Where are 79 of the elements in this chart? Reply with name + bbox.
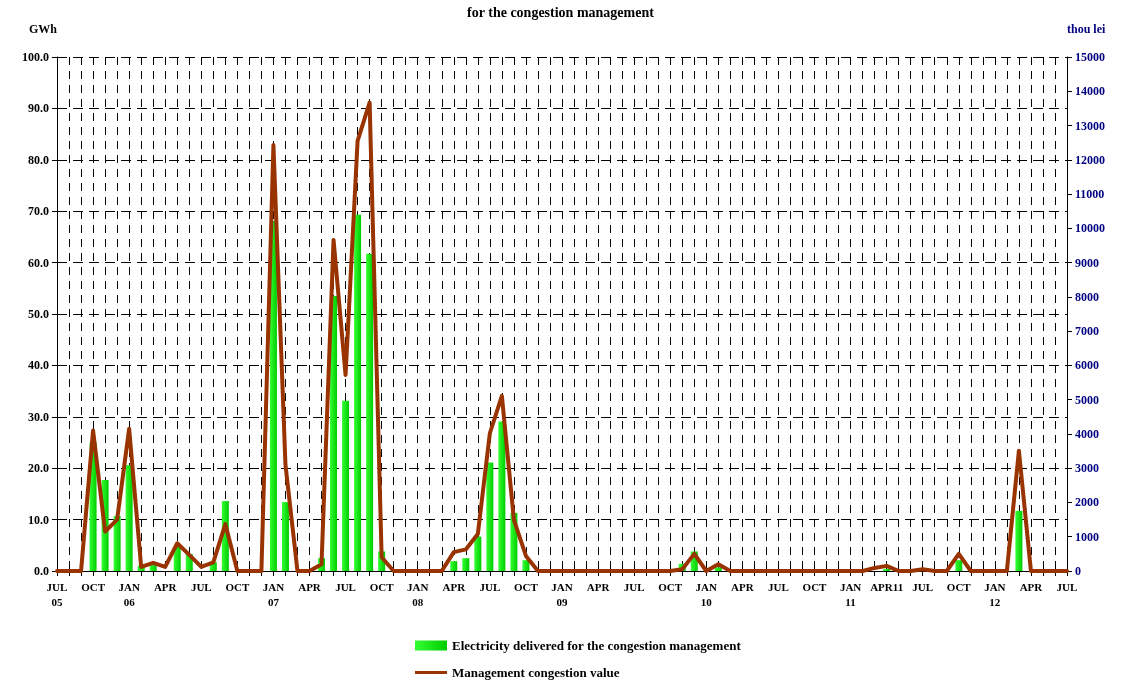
x-tick-label: OCT (946, 580, 972, 593)
y-tick-label: 50.0 (28, 307, 49, 321)
y-tick-label: 10.0 (28, 512, 49, 527)
y-tick-label: 70.0 (28, 204, 49, 219)
x-tick-label: APR (298, 580, 322, 593)
x-tick-label: JAN 08 (407, 580, 429, 608)
x-tick-label: APR (586, 580, 611, 593)
y-tick-label: 0.0 (34, 564, 49, 578)
x-tick-label: APR11 (870, 580, 904, 593)
legend-label: Electricity delivered for the congestion management (452, 638, 742, 653)
x-tick-label: JUL (190, 580, 212, 593)
bar (354, 214, 362, 571)
chart-title: for the congestion management (467, 4, 655, 20)
y2-tick-label: 8000 (1075, 289, 1099, 304)
x-tick-label: APR (153, 580, 178, 593)
x-tick-label: JAN 07 (262, 580, 285, 608)
bar (281, 502, 289, 571)
y2-tick-label: 10000 (1075, 221, 1105, 236)
x-tick-label: OCT (802, 580, 828, 593)
x-tick-label: JAN 12 (984, 580, 1006, 608)
y-tick-label: 30.0 (28, 409, 49, 424)
x-tick-label: JAN 09 (551, 580, 573, 608)
bar (149, 564, 157, 571)
bar (955, 560, 963, 571)
y2-tick-label: 6000 (1075, 358, 1099, 373)
x-tick-label: OCT (369, 580, 395, 593)
legend-label: Management congestion value (452, 665, 620, 680)
bar (522, 560, 530, 571)
y2-tick-label: 4000 (1075, 426, 1099, 441)
y-tick-label: 90.0 (28, 101, 49, 116)
x-tick-label: JUL (912, 580, 934, 593)
x-tick-label: JUL (623, 580, 645, 593)
bar (1015, 510, 1023, 571)
y2-tick-label: 9000 (1075, 255, 1099, 270)
bar (450, 561, 458, 571)
x-tick-label: JUL (335, 580, 356, 593)
bar (366, 253, 374, 571)
bar (498, 421, 506, 571)
bar (113, 516, 121, 571)
bar (330, 296, 338, 571)
y2-tick-label: 13000 (1075, 118, 1105, 133)
y-tick-label: 40.0 (28, 358, 49, 373)
y-tick-label: 20.0 (28, 461, 49, 476)
y2-tick-label: 2000 (1075, 495, 1099, 510)
x-tick-label: JUL (479, 580, 501, 593)
bar (173, 546, 181, 571)
x-tick-label: OCT (225, 580, 250, 593)
x-tick-label: JUL 05 (46, 580, 68, 608)
y2-tick-label: 3000 (1075, 461, 1099, 476)
y2-tick-label: 1000 (1075, 529, 1099, 544)
x-tick-label: APR (731, 580, 755, 593)
y-tick-label: 60.0 (28, 255, 49, 270)
x-tick-label: APR (1019, 580, 1044, 593)
x-tick-label: JAN 06 (118, 580, 140, 608)
bar (486, 462, 494, 571)
y2-tick-label: 5000 (1075, 392, 1099, 407)
y2-tick-label: 15000 (1075, 50, 1105, 64)
bar (462, 558, 470, 571)
y2-tick-label: 7000 (1075, 324, 1099, 339)
y-tick-label: 100.0 (22, 50, 49, 64)
x-tick-label: OCT (658, 580, 683, 593)
y2-tick-label: 0 (1075, 564, 1081, 578)
x-tick-label: JUL (1056, 580, 1078, 593)
x-tick-label: JUL (768, 580, 789, 593)
bar (125, 465, 133, 571)
x-tick-label: OCT (514, 580, 539, 593)
bar (342, 400, 350, 571)
x-tick-label: APR (442, 580, 467, 593)
bar (883, 568, 891, 571)
x-tick-label: JAN 10 (695, 580, 718, 608)
x-tick-label: JAN 11 (839, 580, 862, 608)
y2-axis-title: thou lei (1067, 22, 1106, 36)
y2-tick-label: 14000 (1075, 84, 1105, 99)
y2-tick-label: 12000 (1075, 152, 1105, 167)
bar (474, 536, 482, 571)
x-tick-label: OCT (81, 580, 106, 593)
y-axis-title: GWh (28, 22, 58, 36)
y2-tick-label: 11000 (1075, 187, 1105, 202)
y-tick-label: 80.0 (28, 152, 49, 167)
